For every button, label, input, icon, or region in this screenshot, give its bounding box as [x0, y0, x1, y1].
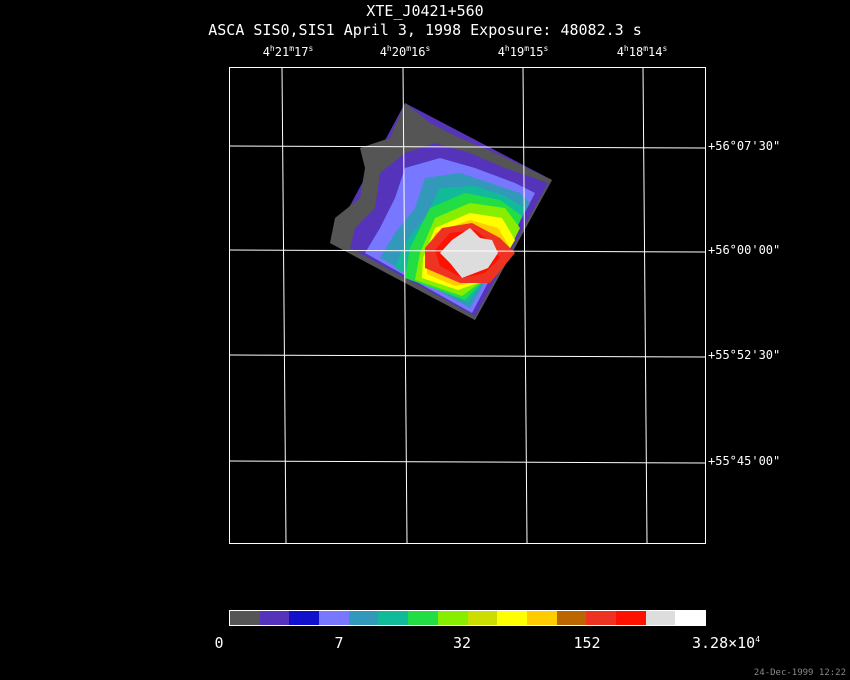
grid-line-ra	[281, 68, 287, 543]
grid-line-dec	[230, 145, 705, 149]
colorbar-swatch	[348, 611, 379, 625]
chart-title: XTE_J0421+560	[366, 2, 484, 20]
colorbar-max-label: 3.28×104	[691, 634, 761, 652]
colorbar-swatch	[526, 611, 557, 625]
level-14	[440, 228, 498, 278]
ra-tick-label: 4h18m14s	[616, 44, 668, 59]
grid-line-ra	[522, 68, 528, 543]
chart-subtitle: ASCA SIS0,SIS1 April 3, 1998 Exposure: 4…	[208, 21, 642, 39]
ra-tick-label: 4h19m15s	[497, 44, 549, 59]
image-svg	[230, 68, 705, 543]
grid-line-ra	[642, 68, 648, 543]
colorbar-swatch	[437, 611, 468, 625]
dec-tick-label: +56°07'30"	[708, 139, 781, 153]
colorbar-swatch	[675, 611, 705, 625]
colorbar-swatch	[645, 611, 676, 625]
ra-tick-label: 4h21m17s	[262, 44, 314, 59]
colorbar-swatch	[556, 611, 587, 625]
colorbar-label: 0	[214, 634, 224, 652]
colorbar-swatch	[319, 611, 349, 625]
colorbar-swatch	[289, 611, 320, 625]
colorbar-label: 32	[452, 634, 472, 652]
ra-tick-label: 4h20m16s	[379, 44, 431, 59]
colorbar-swatch	[497, 611, 527, 625]
dec-tick-label: +55°52'30"	[708, 348, 781, 362]
colorbar-swatch	[259, 611, 290, 625]
dec-tick-label: +55°45'00"	[708, 454, 781, 468]
timestamp: 24-Dec-1999 12:22	[753, 668, 846, 678]
colorbar	[229, 610, 706, 626]
dec-tick-label: +56°00'00"	[708, 243, 781, 257]
colorbar-swatch	[467, 611, 498, 625]
colorbar-swatch	[230, 611, 260, 625]
image-plot	[229, 67, 706, 544]
colorbar-label: 152	[573, 634, 601, 652]
grid-line-dec	[230, 249, 705, 253]
exposure-field	[330, 103, 552, 320]
colorbar-swatch	[378, 611, 409, 625]
grid-line-dec	[230, 354, 705, 358]
colorbar-label: 7	[334, 634, 344, 652]
colorbar-swatch	[408, 611, 438, 625]
colorbar-swatch	[615, 611, 646, 625]
colorbar-swatch	[586, 611, 616, 625]
grid-line-dec	[230, 460, 705, 464]
